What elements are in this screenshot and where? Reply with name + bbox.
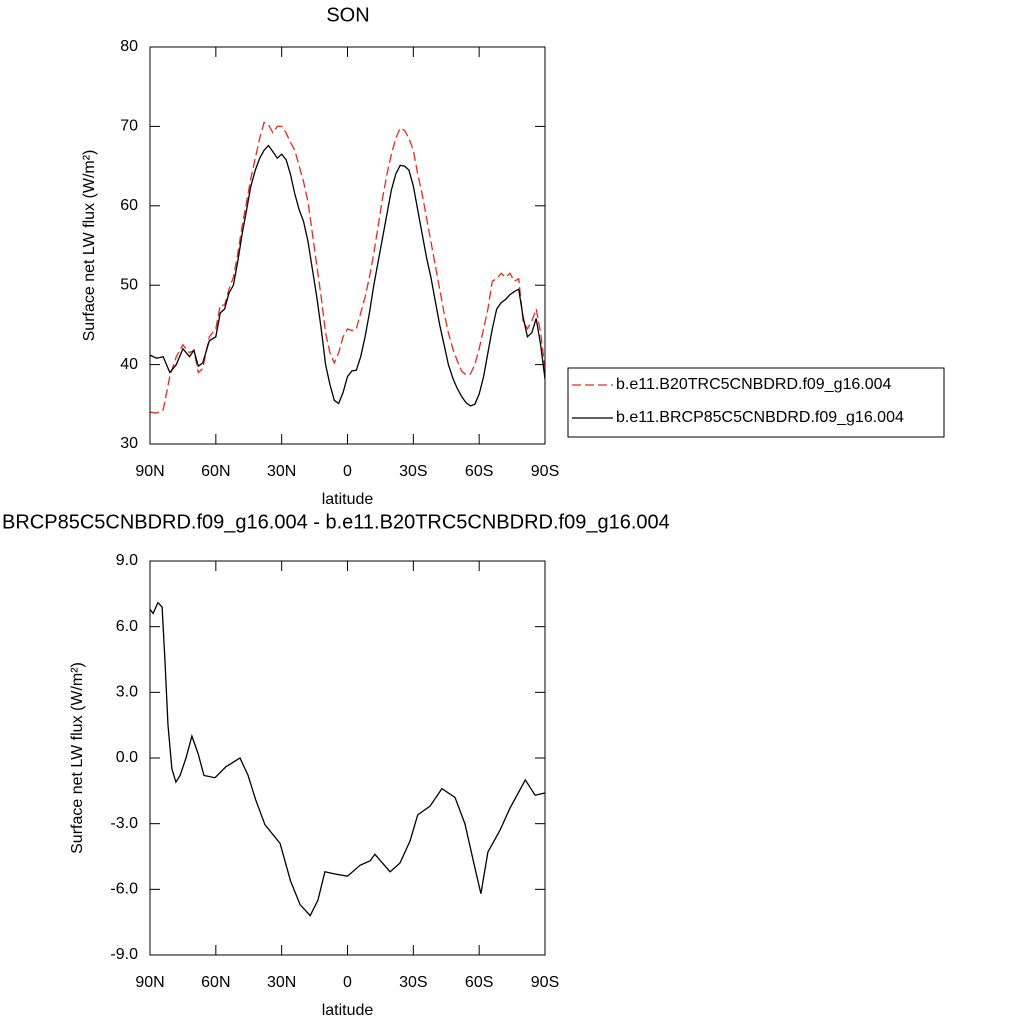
data-line	[149, 601, 546, 917]
plot-frame	[149, 46, 546, 445]
y-tick-label: 50	[120, 276, 138, 293]
y-axis-label: Surface net LW flux (W/m²)	[81, 150, 98, 342]
y-tick-label: -3.0	[110, 815, 138, 832]
y-tick-label: 70	[120, 118, 138, 135]
y-tick-label: 60	[120, 197, 138, 214]
y-tick-label: 0.0	[116, 749, 138, 766]
y-tick-label: 3.0	[116, 684, 138, 701]
x-tick-label: 90N	[135, 974, 164, 991]
x-tick-label: 0	[343, 974, 352, 991]
legend-label: b.e11.BRCP85C5CNBDRD.f09_g16.004	[616, 409, 904, 426]
plot-frame	[149, 560, 546, 956]
y-tick-label: 80	[120, 38, 138, 55]
x-tick-label: 30S	[399, 463, 427, 480]
x-tick-label: 30N	[267, 463, 296, 480]
y-tick-label: 30	[120, 435, 138, 452]
x-axis-label: latitude	[322, 1002, 374, 1019]
y-tick-label: -6.0	[110, 881, 138, 898]
x-tick-label: 30N	[267, 974, 296, 991]
x-tick-label: 30S	[399, 974, 427, 991]
x-tick-label: 90S	[531, 974, 559, 991]
chart-title: BRCP85C5CNBDRD.f09_g16.004 - b.e11.B20TR…	[2, 511, 670, 533]
legend-box	[567, 367, 945, 438]
chart-title: SON	[326, 4, 369, 26]
x-tick-label: 90N	[135, 463, 164, 480]
x-tick-label: 60N	[201, 463, 230, 480]
y-tick-label: 40	[120, 356, 138, 373]
x-tick-label: 60N	[201, 974, 230, 991]
x-tick-label: 60S	[465, 463, 493, 480]
x-tick-label: 0	[343, 463, 352, 480]
y-tick-label: 9.0	[116, 552, 138, 569]
legend-label: b.e11.B20TRC5CNBDRD.f09_g16.004	[616, 376, 892, 393]
x-axis-label: latitude	[322, 491, 374, 508]
x-tick-label: 90S	[531, 463, 559, 480]
y-tick-label: -9.0	[110, 946, 138, 963]
data-line	[149, 121, 546, 414]
y-axis-label: Surface net LW flux (W/m²)	[69, 662, 86, 854]
x-tick-label: 60S	[465, 974, 493, 991]
y-tick-label: 6.0	[116, 618, 138, 635]
data-line	[149, 144, 546, 407]
